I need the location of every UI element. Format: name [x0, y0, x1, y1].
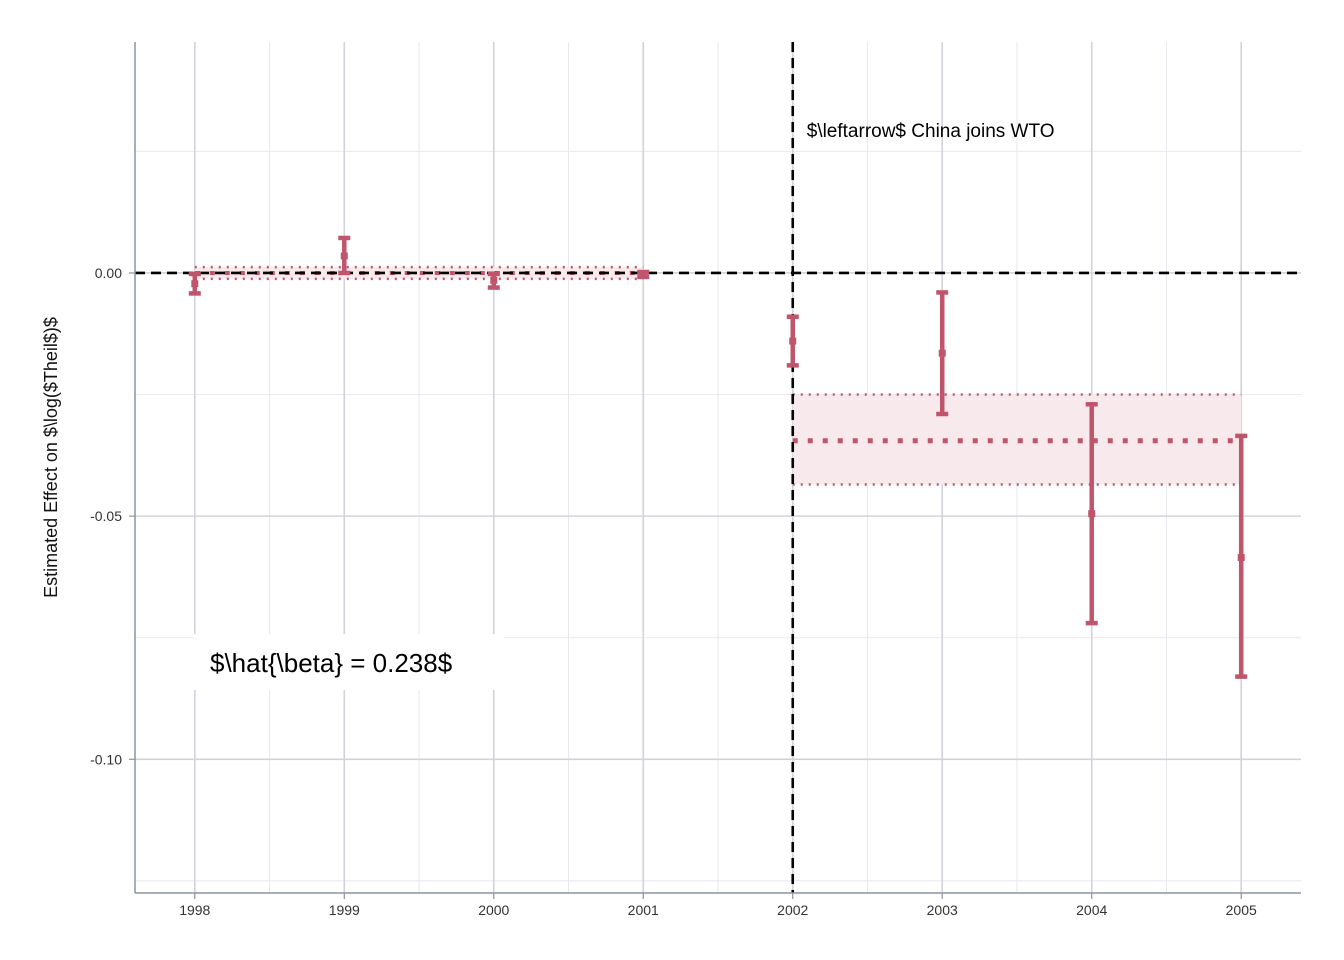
x-tick-label: 2000 [478, 902, 509, 918]
y-tick-label: -0.05 [90, 508, 122, 524]
y-axis-title: Estimated Effect on $\log($Theil$)$ [41, 317, 61, 598]
wto-annotation: $\leftarrow$ China joins WTO [807, 121, 1055, 142]
errorbar-2001 [637, 269, 650, 280]
point-estimate [340, 252, 348, 260]
beta-label-box [194, 634, 504, 690]
y-tick-label: 0.00 [95, 265, 122, 281]
errorbar-1998 [188, 271, 201, 296]
errorbar-2005 [1235, 433, 1248, 679]
reference-lines [135, 42, 1301, 893]
x-tick-label: 2001 [628, 902, 659, 918]
x-tick-label: 1998 [179, 902, 210, 918]
point-estimate [1088, 510, 1096, 518]
x-tick-label: 2005 [1226, 902, 1257, 918]
post-period-band-fill [792, 394, 1242, 485]
x-tick-label: 2002 [777, 902, 808, 918]
period-bands [194, 265, 1242, 486]
errorbar-2004 [1085, 402, 1098, 626]
tick-labels: 1998 1999 2000 2001 2002 2003 2004 2005 0.00 -0.0… [90, 265, 1257, 918]
point-estimate [1237, 553, 1245, 561]
beta-annotation: $\hat{\beta} = 0.238$ [210, 648, 453, 678]
x-tick-label: 2003 [927, 902, 958, 918]
errorbar-2002 [786, 314, 799, 368]
estimate-series [188, 235, 1248, 679]
point-estimate [191, 280, 199, 288]
point-estimate [789, 337, 797, 345]
x-tick-label: 1999 [329, 902, 360, 918]
y-tick-label: -0.10 [90, 751, 122, 767]
errorbar-2000 [487, 271, 500, 290]
point-estimate [938, 349, 946, 357]
x-tick-label: 2004 [1076, 902, 1107, 918]
point-estimate [490, 276, 498, 284]
axes [129, 42, 1301, 899]
pre-period-band-fill [194, 267, 644, 279]
point-estimate [639, 270, 647, 278]
errorbar-2003 [936, 290, 949, 417]
errorbar-1999 [338, 235, 351, 276]
